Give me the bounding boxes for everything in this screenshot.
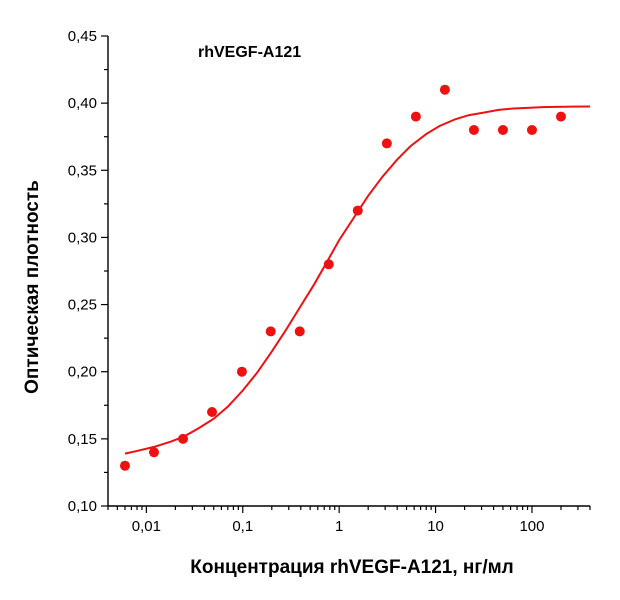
data-point xyxy=(497,125,508,135)
y-axis-title: Оптическая плотность xyxy=(22,180,43,394)
x-axis-ticks: 0,01 0,1 1 10 100 xyxy=(107,506,591,535)
y-tick-label: 0,45 xyxy=(68,28,97,45)
chart-annotation: rhVEGF-A121 xyxy=(198,44,301,61)
data-point xyxy=(119,460,130,471)
y-tick-label: 0,15 xyxy=(68,431,97,448)
data-point xyxy=(148,447,159,458)
data-point xyxy=(439,84,450,95)
data-point xyxy=(178,433,189,444)
plot-area: 0,10 0,15 0,20 0,25 0,30 0,35 0,40 0,45 0,01 0,1… xyxy=(68,28,591,535)
data-point xyxy=(526,125,537,135)
data-point xyxy=(381,138,392,149)
y-tick-label: 0,30 xyxy=(68,229,97,246)
y-tick-label: 0,20 xyxy=(68,364,97,381)
x-axis-title: Концентрация rhVEGF-A121, нг/мл xyxy=(190,557,513,578)
y-tick-label: 0,35 xyxy=(68,162,97,179)
data-point xyxy=(207,407,218,417)
y-axis-ticks: 0,10 0,15 0,20 0,25 0,30 0,35 0,40 0,45 xyxy=(68,28,108,515)
data-points xyxy=(119,84,566,471)
data-point xyxy=(236,366,247,377)
data-point xyxy=(555,111,566,122)
x-tick-label: 100 xyxy=(519,518,544,535)
y-tick-label: 0,40 xyxy=(68,95,97,112)
data-point xyxy=(468,125,479,135)
data-point xyxy=(410,111,421,122)
data-point xyxy=(294,326,305,337)
fit-curve-line xyxy=(124,105,591,455)
y-tick-label: 0,10 xyxy=(68,498,97,515)
x-tick-label: 1 xyxy=(335,518,343,535)
y-tick-label: 0,25 xyxy=(68,297,97,314)
data-point xyxy=(323,259,334,270)
x-tick-label: 10 xyxy=(427,518,444,535)
data-point xyxy=(352,205,363,216)
x-tick-label: 0,01 xyxy=(132,518,161,535)
x-tick-label: 0,1 xyxy=(232,518,253,535)
data-point xyxy=(265,326,276,337)
